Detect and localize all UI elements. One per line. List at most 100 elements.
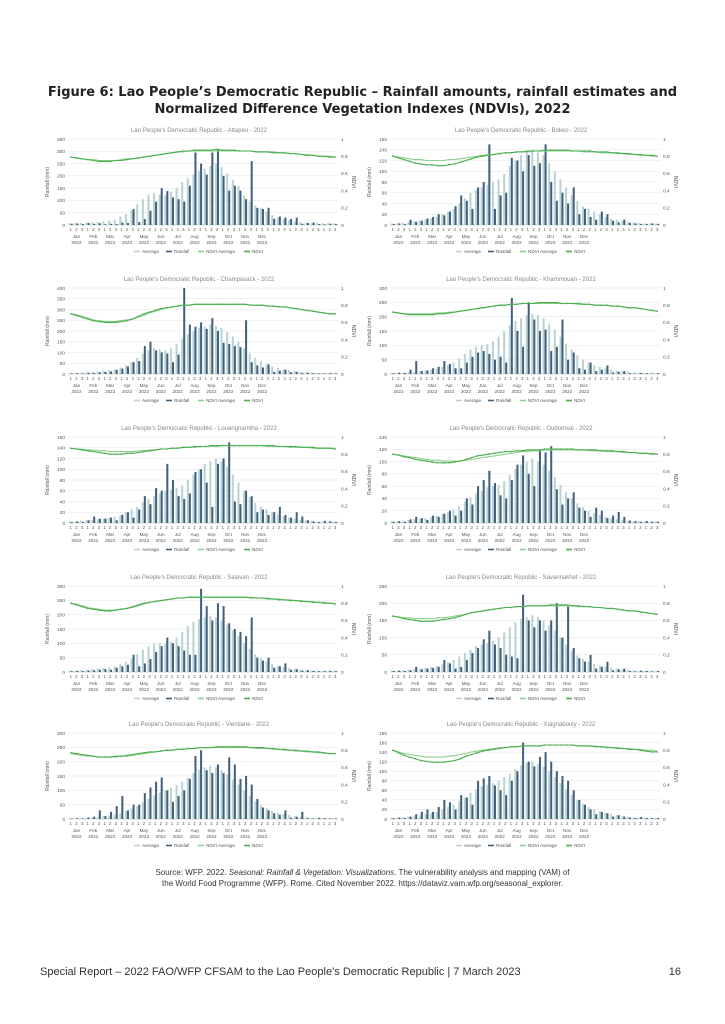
year-label: 2022 bbox=[427, 538, 438, 543]
rainfall-bar bbox=[306, 223, 309, 225]
y-tick-label: 0 bbox=[62, 223, 65, 229]
dekad-label: 1 bbox=[409, 821, 412, 826]
ndvi-point bbox=[470, 308, 473, 311]
rainfall-bar bbox=[228, 757, 231, 819]
average-bar bbox=[559, 179, 562, 225]
dekad-label: 2 bbox=[193, 376, 196, 381]
dekad-label: 3 bbox=[605, 821, 608, 826]
dekad-label: 2 bbox=[634, 821, 637, 826]
year-label: 2022 bbox=[223, 538, 234, 543]
legend-label: NDVI bbox=[574, 547, 585, 552]
rainfall-bar bbox=[583, 510, 586, 523]
year-label: 2022 bbox=[257, 834, 268, 839]
average-bar bbox=[181, 781, 184, 819]
dekad-label: 3 bbox=[639, 674, 642, 679]
legend-label: Rainfall bbox=[174, 398, 189, 403]
dekad-label: 1 bbox=[594, 674, 597, 679]
month-label: Oct bbox=[225, 532, 233, 537]
average-bar bbox=[96, 668, 99, 672]
rainfall-bar bbox=[392, 223, 395, 225]
dekad-label: 3 bbox=[132, 227, 135, 232]
dekad-label: 3 bbox=[420, 821, 423, 826]
rainfall-bar bbox=[171, 197, 174, 225]
dekad-label: 1 bbox=[255, 821, 258, 826]
dekad-label: 1 bbox=[289, 674, 292, 679]
average-bar bbox=[248, 201, 251, 225]
ndvi-point bbox=[628, 306, 630, 309]
ndvi-point bbox=[255, 597, 258, 599]
rainfall-bar bbox=[544, 630, 547, 672]
average-bar bbox=[102, 667, 105, 672]
average-bar bbox=[164, 643, 167, 672]
average-bar bbox=[209, 324, 212, 374]
ndvi-point bbox=[199, 596, 201, 598]
average-bar bbox=[333, 223, 336, 225]
ndvi-point bbox=[300, 308, 303, 311]
average-bar bbox=[649, 817, 652, 819]
ndvi-point bbox=[487, 306, 490, 308]
legend-label: Average bbox=[464, 249, 481, 254]
ndvi-point bbox=[442, 164, 445, 167]
rainfall-bar bbox=[329, 818, 332, 819]
rainfall-bar bbox=[527, 620, 530, 672]
rainfall-bar bbox=[538, 163, 541, 225]
year-label: 2022 bbox=[88, 687, 99, 692]
ndvi-point bbox=[408, 160, 411, 163]
average-bar bbox=[243, 195, 246, 225]
average-bar bbox=[282, 666, 285, 672]
dekad-label: 2 bbox=[75, 821, 78, 826]
dekad-label: 3 bbox=[250, 674, 253, 679]
ndvi-point bbox=[306, 750, 308, 752]
dekad-label: 2 bbox=[583, 821, 586, 826]
dekad-label: 1 bbox=[442, 821, 445, 826]
rainfall-bar bbox=[323, 373, 326, 374]
rainfall-bar bbox=[409, 519, 412, 523]
average-bar bbox=[598, 366, 601, 374]
ndvi-point bbox=[515, 605, 518, 608]
rainfall-bar bbox=[454, 368, 457, 374]
rainfall-bar bbox=[329, 521, 332, 523]
year-label: 2022 bbox=[511, 687, 522, 692]
y2-tick-label: 0.2 bbox=[663, 800, 670, 806]
average-bar bbox=[503, 776, 506, 819]
ndvi-point bbox=[414, 458, 417, 461]
average-bar bbox=[458, 505, 461, 523]
average-bar bbox=[638, 817, 641, 819]
dekad-label: 1 bbox=[289, 821, 292, 826]
rainfall-bar bbox=[278, 506, 281, 523]
y2-tick-label: 0.4 bbox=[663, 337, 670, 343]
average-bar bbox=[458, 800, 461, 819]
dekad-label: 3 bbox=[504, 674, 507, 679]
dekad-label: 3 bbox=[115, 376, 118, 381]
average-bar bbox=[96, 222, 99, 225]
ndvi-point bbox=[555, 744, 557, 746]
ndvi-point bbox=[283, 306, 286, 308]
rainfall-bar bbox=[448, 802, 451, 819]
average-bar bbox=[85, 520, 88, 523]
ndvi-point bbox=[543, 448, 546, 450]
rainfall-bar bbox=[482, 480, 485, 523]
month-label: Jan bbox=[73, 234, 81, 239]
ndvi-point bbox=[103, 452, 106, 455]
average-bar bbox=[136, 506, 139, 523]
average-bar bbox=[169, 348, 172, 374]
dekad-label: 3 bbox=[403, 821, 406, 826]
ndvi-point bbox=[633, 306, 636, 309]
ndvi-point bbox=[250, 304, 252, 306]
month-label: Oct bbox=[225, 383, 233, 388]
average-bar bbox=[435, 811, 438, 819]
ndvi-point bbox=[510, 745, 512, 748]
rainfall-bar bbox=[323, 224, 326, 225]
dekad-label: 1 bbox=[510, 525, 513, 530]
chart-svg: 02040608010012014016000.20.40.60.81Rainf… bbox=[367, 137, 678, 254]
year-label: 2022 bbox=[156, 389, 167, 394]
legend-label: NDVI bbox=[252, 398, 263, 403]
dekad-label: 1 bbox=[510, 821, 513, 826]
dekad-label: 2 bbox=[244, 227, 247, 232]
dekad-label: 1 bbox=[425, 821, 428, 826]
average-bar bbox=[446, 807, 449, 819]
rainfall-bar bbox=[617, 371, 620, 374]
rainfall-bar bbox=[583, 804, 586, 819]
ndvi-point bbox=[583, 449, 585, 451]
average-bar bbox=[181, 182, 184, 225]
